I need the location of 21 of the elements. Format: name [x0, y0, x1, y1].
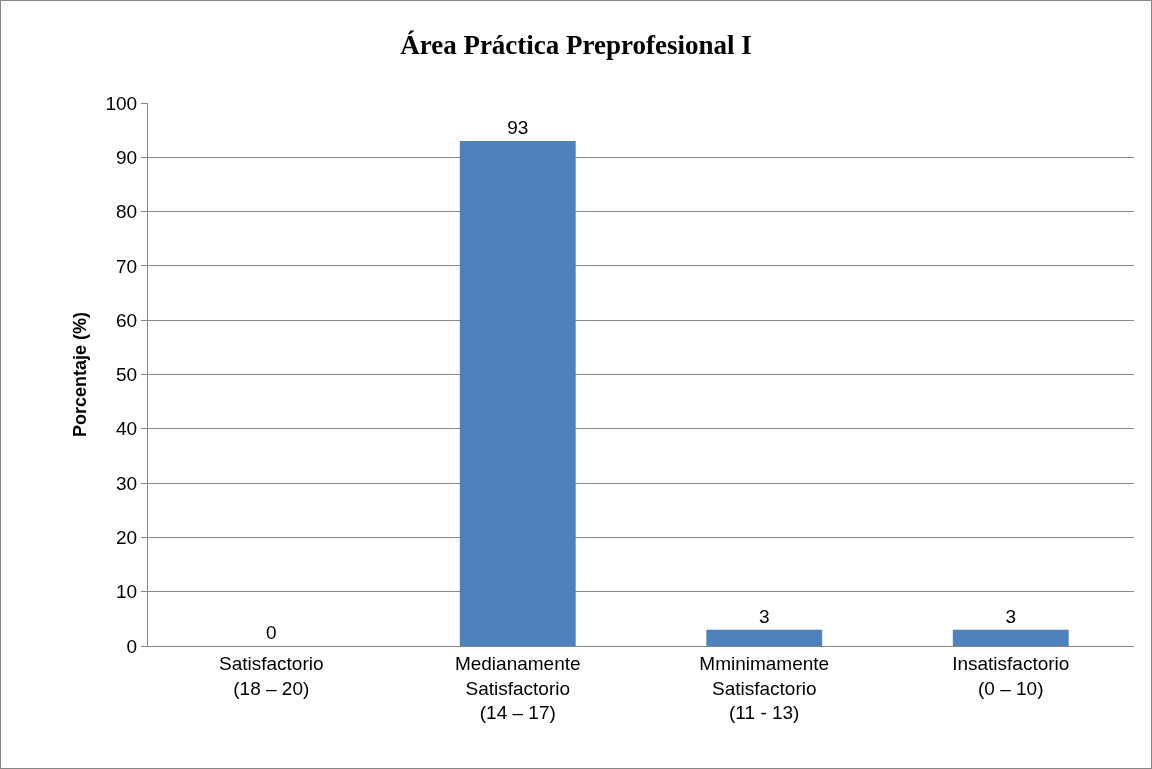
x-tick-label: Medianamente Satisfactorio (14 – 17) — [454, 652, 581, 724]
data-label: 3 — [758, 605, 770, 627]
y-tick-label: 70 — [116, 255, 138, 277]
y-tick-label: 90 — [116, 146, 138, 168]
y-tick-label: 100 — [105, 92, 138, 114]
data-label: 93 — [507, 117, 529, 139]
x-tick-label: Insatisfactorio (0 – 10) — [952, 652, 1070, 699]
y-tick-label: 80 — [116, 201, 138, 223]
x-tick-label: Mminimamente Satisfactorio (11 - 13) — [699, 652, 830, 724]
y-tick-label: 10 — [116, 581, 138, 603]
chart-title: Área Práctica Preprofesional I — [400, 30, 752, 61]
y-tick-label: 30 — [116, 472, 138, 494]
data-label: 0 — [265, 622, 277, 643]
y-tick-label: 20 — [116, 527, 138, 549]
x-tick-label: Satisfactorio (18 – 20) — [218, 652, 324, 699]
y-tick-label: 40 — [116, 418, 138, 440]
y-tick-label: 0 — [126, 635, 138, 657]
y-axis-title: Porcentaje (%) — [69, 311, 90, 438]
y-tick-label: 50 — [116, 364, 138, 386]
data-label: 3 — [1005, 605, 1017, 627]
y-tick-label: 60 — [116, 309, 138, 331]
